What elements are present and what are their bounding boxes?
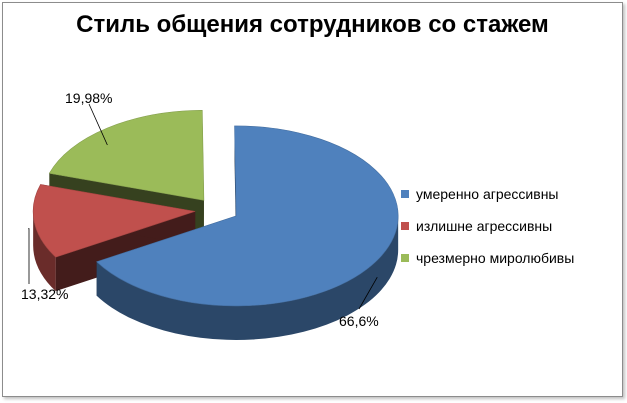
legend-swatch-2	[401, 253, 409, 262]
leader-line-1	[28, 228, 30, 284]
pie-slice-0	[96, 125, 399, 340]
legend-label-2: чрезмерно миролюбивы	[416, 249, 575, 266]
leader-line-0	[358, 276, 378, 310]
legend: умеренно агрессивны излишне агрессивны ч…	[401, 183, 574, 279]
leader-line-2	[88, 103, 108, 146]
chart-area: Стиль общения сотрудников со стажем 66,6…	[2, 2, 623, 397]
pie-slice-1	[32, 184, 196, 292]
legend-item-1: излишне агрессивны	[401, 215, 574, 236]
legend-label-1: излишне агрессивны	[416, 217, 553, 234]
data-label-0: 66,6%	[339, 313, 379, 329]
pie-chart: 66,6% 13,32% 19,98%	[21, 90, 399, 340]
legend-item-2: чрезмерно миролюбивы	[401, 247, 574, 268]
legend-label-0: умеренно агрессивны	[416, 185, 559, 202]
legend-swatch-1	[401, 221, 409, 230]
data-label-2: 19,98%	[65, 90, 112, 106]
legend-swatch-0	[401, 189, 409, 198]
chart-title: Стиль общения сотрудников со стажем	[76, 11, 549, 38]
data-label-1: 13,32%	[21, 286, 68, 302]
legend-item-0: умеренно агрессивны	[401, 183, 574, 204]
